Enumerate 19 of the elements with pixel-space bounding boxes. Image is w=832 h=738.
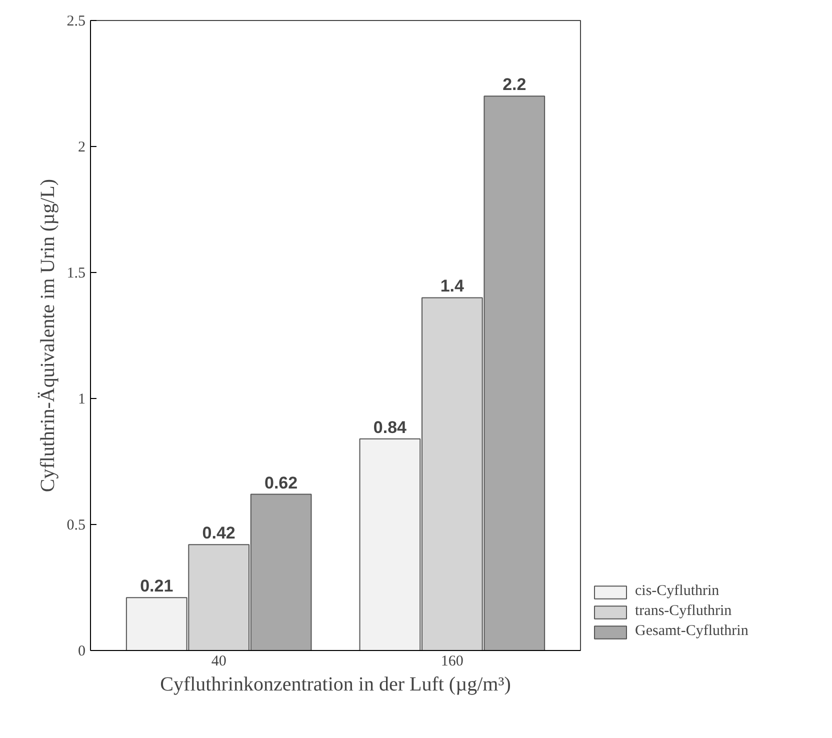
y-tick-label: 2.5 (66, 14, 86, 30)
y-tick-label: 1 (78, 392, 86, 408)
y-tick-label: 2 (78, 140, 86, 156)
legend-label: trans-Cyfluthrin (635, 603, 732, 620)
y-tick-label: 1.5 (66, 266, 86, 282)
x-tick-label: 40 (211, 654, 226, 670)
y-axis-title: Cyfluthrin-Äquivalente im Urin (µg/L) (36, 178, 59, 492)
x-axis-title: Cyfluthrinkonzentration in der Luft (µg/m³) (160, 674, 511, 696)
legend-label: cis-Cyfluthrin (635, 583, 720, 600)
data-label: 1.4 (440, 276, 465, 296)
legend-label: Gesamt-Cyfluthrin (635, 623, 748, 640)
data-label: 0.62 (264, 473, 298, 492)
data-label: 2.2 (502, 75, 526, 94)
data-label: 0.21 (140, 576, 174, 596)
y-tick-label: 0 (78, 644, 86, 660)
x-tick-label: 160 (440, 654, 464, 670)
data-label: 0.42 (202, 524, 236, 543)
data-label: 0.84 (373, 418, 408, 437)
y-tick-label: 0.5 (66, 518, 86, 534)
